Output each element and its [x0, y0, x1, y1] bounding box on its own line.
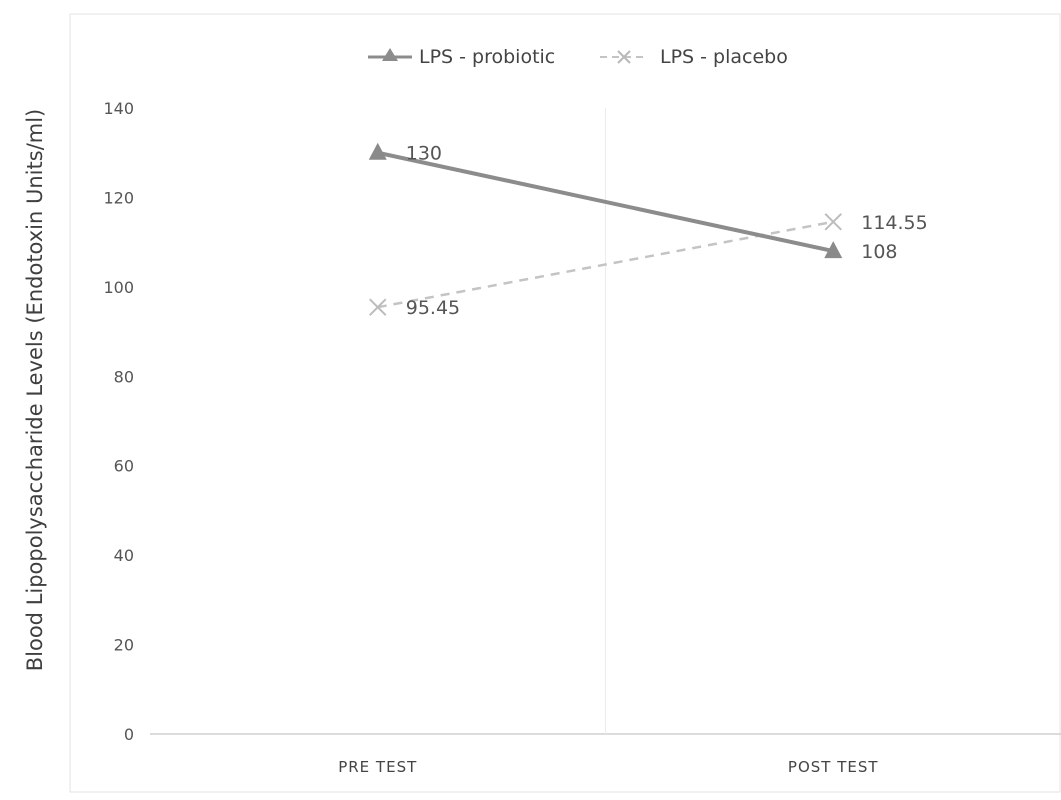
placebo-data-label: 95.45 [406, 297, 460, 319]
placebo-x-marker [369, 298, 387, 316]
y-tick-label: 100 [103, 278, 134, 297]
y-tick-label: 140 [103, 99, 134, 118]
x-axis-categories: PRE TEST POST TEST [338, 758, 879, 776]
probiotic-data-label: 108 [861, 241, 897, 263]
legend-probiotic-triangle-marker [382, 48, 398, 61]
legend-placebo-x-marker [617, 50, 631, 64]
y-tick-label: 20 [114, 636, 134, 655]
placebo-data-label: 114.55 [861, 212, 927, 234]
chart-frame [69, 13, 1061, 793]
y-axis-title: Blood Lipopolysaccharide Levels (Endotox… [23, 109, 47, 672]
y-tick-label: 80 [114, 367, 134, 386]
probiotic-triangle-marker [824, 241, 843, 259]
legend: LPS - probiotic LPS - placebo [368, 46, 788, 68]
series [368, 142, 843, 316]
x-category-label: PRE TEST [338, 758, 417, 776]
legend-label-placebo: LPS - placebo [660, 46, 788, 68]
placebo-x-marker [824, 213, 842, 231]
legend-item-placebo: LPS - placebo [600, 46, 788, 68]
x-category-label: POST TEST [788, 758, 879, 776]
grid [150, 108, 1061, 735]
probiotic-data-label: 130 [406, 143, 442, 165]
series-probiotic-line [377, 150, 834, 254]
y-axis-ticks: 0 20 40 60 80 100 120 140 [103, 99, 134, 744]
probiotic-triangle-marker [368, 142, 387, 160]
legend-label-probiotic: LPS - probiotic [419, 46, 555, 68]
y-tick-label: 40 [114, 546, 134, 565]
y-tick-label: 0 [124, 725, 134, 744]
y-tick-label: 120 [103, 188, 134, 207]
legend-item-probiotic: LPS - probiotic [368, 46, 555, 68]
y-tick-label: 60 [114, 457, 134, 476]
data-labels: 95.45 114.55 130 108 [406, 143, 928, 319]
